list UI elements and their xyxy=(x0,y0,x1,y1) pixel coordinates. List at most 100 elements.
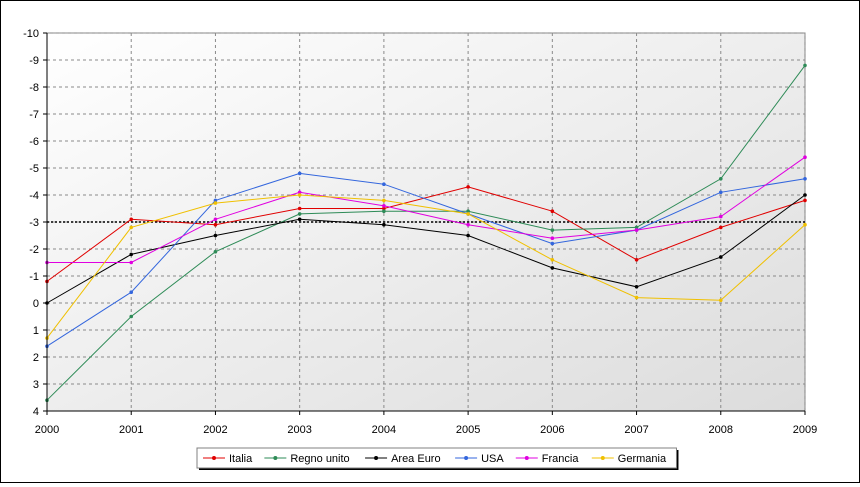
legend: Italia Regno unito Area Euro USA Francia Germ… xyxy=(196,447,679,470)
data-point xyxy=(634,285,639,289)
y-tick-label: 0 xyxy=(33,298,39,310)
data-point xyxy=(803,193,807,197)
data-point xyxy=(297,217,302,222)
data-point xyxy=(718,255,723,259)
data-point xyxy=(466,222,470,227)
x-tick-label: 2005 xyxy=(456,424,480,436)
x-tick-label: 2006 xyxy=(540,424,564,436)
data-point xyxy=(129,225,134,230)
y-tick-label: 3 xyxy=(33,379,39,391)
data-point xyxy=(718,177,723,181)
data-point xyxy=(634,295,639,300)
y-axis: 4 3 2 1 0 -1 -2 -3 -4 -5 -6 -7 -8 -9 -10 xyxy=(23,28,48,418)
x-axis: 2000 2001 2002 2003 2004 2005 2006 2007 2008 2009 xyxy=(35,410,817,436)
data-point xyxy=(550,241,555,246)
data-point xyxy=(213,198,218,203)
data-point xyxy=(129,252,134,257)
data-point xyxy=(634,225,639,230)
data-point xyxy=(129,314,134,319)
legend-label: Germania xyxy=(618,453,667,465)
legend-marker xyxy=(524,456,529,460)
y-tick-label: -10 xyxy=(23,28,39,40)
series-line-2 xyxy=(46,65,806,401)
data-point xyxy=(382,209,386,213)
x-tick-label: 2004 xyxy=(372,424,396,436)
x-tick-label: 2000 xyxy=(35,424,59,436)
data-point xyxy=(297,193,302,197)
y-tick-label: -6 xyxy=(29,136,39,148)
series-line-6 xyxy=(46,194,806,339)
x-tick-label: 2002 xyxy=(203,424,227,436)
data-point xyxy=(550,236,555,240)
data-point xyxy=(718,225,723,230)
legend-box xyxy=(196,447,677,469)
data-point xyxy=(297,190,302,195)
data-point xyxy=(129,217,134,222)
y-tick-label: 1 xyxy=(33,325,39,337)
series-line-1 xyxy=(46,186,806,282)
data-point xyxy=(718,214,723,219)
y-tick-label: -1 xyxy=(29,271,39,283)
data-point xyxy=(297,206,302,211)
y-tick-label: -4 xyxy=(29,190,39,202)
legend-marker xyxy=(600,456,605,460)
y-tick-label: -8 xyxy=(29,82,39,94)
legend-label: Italia xyxy=(229,453,253,465)
data-point xyxy=(803,222,807,227)
y-tick-label: -7 xyxy=(29,109,39,121)
data-point xyxy=(213,249,218,254)
series-group xyxy=(45,63,807,403)
y-tick-label: -9 xyxy=(29,55,39,67)
data-point xyxy=(718,298,723,303)
data-point xyxy=(297,212,302,216)
data-point xyxy=(466,212,470,216)
data-point xyxy=(382,204,386,208)
data-point xyxy=(466,209,470,213)
legend-marker xyxy=(273,456,278,460)
data-point xyxy=(297,171,302,176)
y-tick-label: -2 xyxy=(29,244,39,256)
data-point xyxy=(634,258,639,262)
data-point xyxy=(550,258,555,262)
y-tick-label: 4 xyxy=(33,406,39,418)
data-point xyxy=(718,190,723,195)
x-tick-label: 2007 xyxy=(624,424,648,436)
legend-label: Francia xyxy=(542,453,580,465)
data-point xyxy=(213,201,218,205)
data-point xyxy=(550,228,555,232)
y-tick-label: -5 xyxy=(29,163,39,175)
y-tick-label: -3 xyxy=(29,217,39,229)
data-point xyxy=(382,222,386,227)
data-point xyxy=(213,217,218,222)
x-tick-label: 2009 xyxy=(793,424,817,436)
data-point xyxy=(213,233,218,238)
legend-marker xyxy=(374,456,379,460)
data-point xyxy=(382,182,386,186)
series-line-5 xyxy=(47,156,806,263)
data-point xyxy=(213,222,218,227)
data-point xyxy=(382,198,386,203)
x-tick-label: 2001 xyxy=(119,424,143,436)
series-line-4 xyxy=(46,172,806,347)
data-point xyxy=(803,198,807,203)
x-tick-label: 2008 xyxy=(709,424,733,436)
x-tick-label: 2003 xyxy=(287,424,311,436)
legend-label: USA xyxy=(481,453,504,465)
data-point xyxy=(129,260,134,265)
data-point xyxy=(466,185,470,189)
data-point xyxy=(803,155,807,159)
y-tick-label: 2 xyxy=(33,352,39,364)
data-point xyxy=(466,233,470,238)
data-point xyxy=(129,290,134,295)
legend-label: Area Euro xyxy=(391,453,441,465)
data-point xyxy=(803,177,807,181)
legend-marker xyxy=(464,456,469,460)
legend-label: Regno unito xyxy=(290,453,349,465)
data-point xyxy=(382,206,386,211)
data-point xyxy=(550,266,555,270)
data-point xyxy=(803,63,807,68)
series-line-3 xyxy=(46,194,806,304)
data-point xyxy=(634,228,639,232)
